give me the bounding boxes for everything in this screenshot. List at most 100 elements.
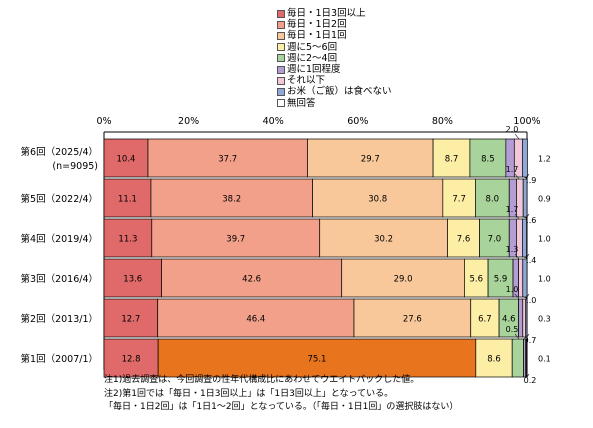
data-label: 8.0 (486, 195, 500, 205)
legend-label: お米（ご飯）は食べない (287, 86, 392, 98)
bar-segment (161, 258, 343, 298)
data-label-small: 1.7 (506, 205, 519, 214)
note-2: 注2)第1回では「毎日・1日3回以上」は「1日3回以上」となっている。 (104, 388, 394, 399)
bar-segment (103, 178, 152, 218)
bar-segment (522, 178, 528, 218)
legend-label: 無回答 (287, 97, 316, 109)
leader-line (514, 333, 520, 340)
x-tick-label: 80% (432, 116, 453, 127)
bar-segment (147, 138, 308, 178)
bar-segment (469, 138, 507, 178)
data-label-small: 1.3 (506, 245, 519, 254)
legend-swatch (277, 43, 285, 52)
data-label-small: 1.9 (524, 176, 537, 185)
data-label: 75.1 (308, 355, 327, 365)
bar-segment (526, 338, 528, 378)
leader-line (514, 133, 520, 140)
legend-label: 毎日・1日2回 (287, 19, 347, 31)
data-label-small: 1.0 (538, 275, 551, 284)
category-sublabel: (n=9095) (52, 161, 98, 172)
bar-segment (103, 218, 153, 258)
data-label: 8.7 (445, 155, 459, 165)
data-label: 13.6 (123, 275, 142, 285)
legend-swatch (277, 65, 285, 74)
bar-segment (470, 298, 500, 338)
bar-segment (525, 298, 528, 338)
data-label-small: 2.0 (506, 125, 519, 134)
data-label: 12.7 (121, 315, 140, 325)
bar-segment (307, 138, 434, 178)
data-label: 30.2 (374, 235, 393, 245)
data-label: 7.6 (457, 235, 471, 245)
legend-item: 毎日・1日2回 (277, 19, 392, 30)
note-3: 「毎日・1日2回」は「1日1～2回」となっている。（「毎日・1日1回」の選択肢は… (104, 402, 459, 412)
legend-item: 無回答 (277, 98, 392, 109)
data-label: 8.6 (487, 355, 501, 365)
leader-line (526, 213, 530, 218)
data-label: 12.8 (122, 355, 141, 365)
legend-label: 毎日・1日1回 (287, 30, 347, 42)
legend-swatch (277, 9, 285, 18)
bar-segment (150, 178, 313, 218)
leader-line (514, 173, 520, 180)
data-label-small: 0.1 (538, 355, 551, 364)
data-label-small: 1.4 (524, 256, 537, 265)
data-label: 5.9 (494, 275, 508, 285)
data-label-small: 1.0 (538, 235, 551, 244)
x-tick-label: 0% (96, 116, 111, 127)
bar-segment (432, 138, 471, 178)
data-label: 38.2 (222, 195, 241, 205)
bar-segment (518, 258, 524, 298)
data-label: 42.6 (242, 275, 261, 285)
bar-segment (447, 218, 480, 258)
data-label-small: 0.2 (524, 376, 537, 385)
leader-line (514, 213, 520, 220)
leader-line (526, 173, 530, 178)
bar-segment (341, 258, 465, 298)
leader-line (526, 373, 530, 378)
bar-segment (319, 218, 448, 258)
bar-segment (103, 298, 159, 338)
bar-segment (151, 218, 321, 258)
data-label: 46.4 (246, 315, 265, 325)
x-tick-label: 60% (347, 116, 368, 127)
category-label: 第5回（2022/4） (21, 193, 98, 205)
bar-segment (103, 138, 149, 178)
data-label-small: 0.3 (538, 315, 551, 324)
x-tick-label: 40% (263, 116, 284, 127)
data-label-small: 0.9 (538, 195, 551, 204)
bar-segment (103, 338, 159, 378)
data-label-small: 1.0 (506, 285, 519, 294)
data-label-small: 1.2 (538, 155, 551, 164)
x-tick-label: 100% (513, 116, 540, 127)
data-label: 7.0 (488, 235, 502, 245)
bar-segment (475, 178, 510, 218)
bar-segment (475, 338, 513, 378)
data-label: 5.6 (469, 275, 483, 285)
legend-swatch (277, 20, 285, 29)
bar-segment (522, 258, 528, 298)
note-1: 注1)過去調査は、今回調査の性年代構成比にあわせてウエイトバックした値。 (104, 375, 420, 385)
category-label: 第3回（2016/4） (21, 273, 98, 285)
bar-segment (511, 338, 524, 378)
data-label-small: 0.5 (506, 325, 519, 334)
bar-segment (353, 298, 472, 338)
leader-line (514, 293, 520, 300)
bar-segment (518, 298, 524, 338)
legend-label: それ以下 (287, 75, 326, 87)
legend-label: 週に2～4回 (287, 52, 338, 64)
bar-segment (157, 298, 355, 338)
data-label: 11.1 (118, 195, 137, 205)
data-label: 6.7 (478, 315, 492, 325)
bar-segment (521, 218, 527, 258)
legend-label: 週に5～6回 (287, 41, 338, 53)
bar-segment (487, 258, 514, 298)
leader-line (526, 253, 530, 258)
data-label-small: 0.7 (524, 336, 537, 345)
legend-item: 週に5～6回 (277, 42, 392, 53)
bar-segment (521, 138, 528, 178)
legend-swatch (277, 99, 285, 108)
data-label: 37.7 (218, 155, 237, 165)
legend-item: 毎日・1日1回 (277, 30, 392, 41)
data-label-small: 1.0 (524, 296, 537, 305)
